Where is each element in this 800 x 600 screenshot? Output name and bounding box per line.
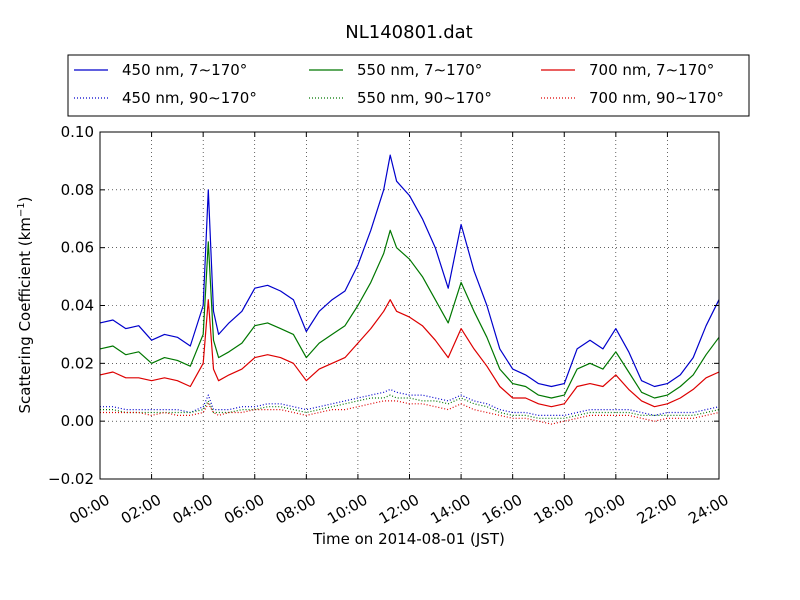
y-axis: −0.02 0.00 0.02 0.04 0.06 0.08 0.10: [48, 123, 719, 488]
series-line: [99, 154, 720, 388]
y-tick-label: 0.00: [61, 412, 94, 430]
legend-label: 450 nm, 7∼170°: [122, 61, 247, 79]
y-tick-label: 0.04: [61, 297, 94, 315]
series-line: [100, 388, 720, 416]
y-axis-label-sup: −1: [16, 202, 27, 217]
y-tick-label: 0.06: [61, 239, 94, 257]
y-axis-label-close: ): [16, 196, 34, 202]
legend: 450 nm, 7∼170° 450 nm, 90∼170° 550 nm, 7∼1…: [74, 61, 724, 107]
legend-label: 450 nm, 90∼170°: [122, 89, 257, 107]
y-tick-label: 0.10: [61, 123, 94, 141]
series-line: [99, 299, 720, 408]
legend-label: 700 nm, 7∼170°: [589, 61, 714, 79]
y-axis-label-main: Scattering Coefficient (km: [16, 217, 34, 413]
legend-label: 700 nm, 90∼170°: [589, 89, 724, 107]
series-line: [100, 394, 720, 419]
legend-box: [67, 54, 750, 117]
legend-label: 550 nm, 7∼170°: [357, 61, 482, 79]
legend-label: 550 nm, 90∼170°: [357, 89, 492, 107]
y-tick-label: −0.02: [48, 470, 94, 488]
series-line: [99, 229, 720, 399]
series-group: [99, 154, 720, 425]
y-axis-label: Scattering Coefficient (km−1): [16, 196, 34, 413]
y-tick-label: 0.08: [61, 181, 94, 199]
chart-title: NL140801.dat: [345, 22, 472, 43]
x-axis-label: Time on 2014-08-01 (JST): [312, 530, 505, 548]
y-tick-label: 0.02: [61, 354, 94, 372]
